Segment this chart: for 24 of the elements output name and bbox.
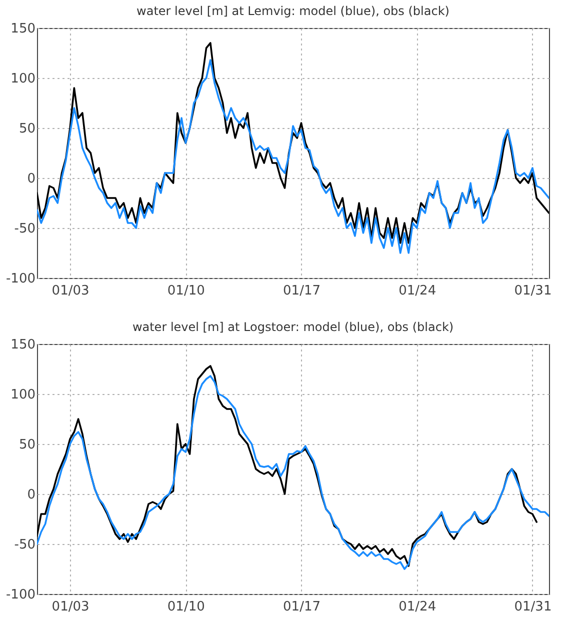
x-tick-label: 01/03	[52, 284, 90, 298]
x-tick-label: 01/17	[283, 284, 320, 298]
x-tick-label: 01/03	[52, 600, 90, 614]
y-tick-label: -50	[14, 538, 36, 552]
x-tick-label: 01/24	[398, 284, 436, 298]
y-tick-label: 50	[18, 438, 36, 452]
y-tick-label: 0	[27, 172, 36, 186]
y-tick-label: -50	[14, 222, 36, 236]
x-tick-label: 01/31	[514, 600, 552, 614]
chart-title: water level [m] at Lemvig: model (blue), obs (black)	[136, 4, 450, 18]
y-tick-label: 150	[10, 338, 36, 352]
x-tick-label: 01/24	[398, 600, 436, 614]
y-tick-label: 0	[27, 488, 36, 502]
y-tick-label: -100	[6, 272, 36, 286]
y-tick-label: 100	[10, 72, 36, 86]
x-tick-label: 01/17	[283, 600, 320, 614]
x-tick-label: 01/10	[167, 600, 205, 614]
y-tick-label: 50	[18, 122, 36, 136]
chart-title: water level [m] at Logstoer: model (blue), obs (black)	[132, 320, 454, 334]
x-tick-label: 01/31	[514, 284, 552, 298]
y-tick-label: 150	[10, 22, 36, 36]
y-tick-label: 100	[10, 388, 36, 402]
y-tick-label: -100	[6, 588, 36, 602]
x-tick-label: 01/10	[167, 284, 205, 298]
